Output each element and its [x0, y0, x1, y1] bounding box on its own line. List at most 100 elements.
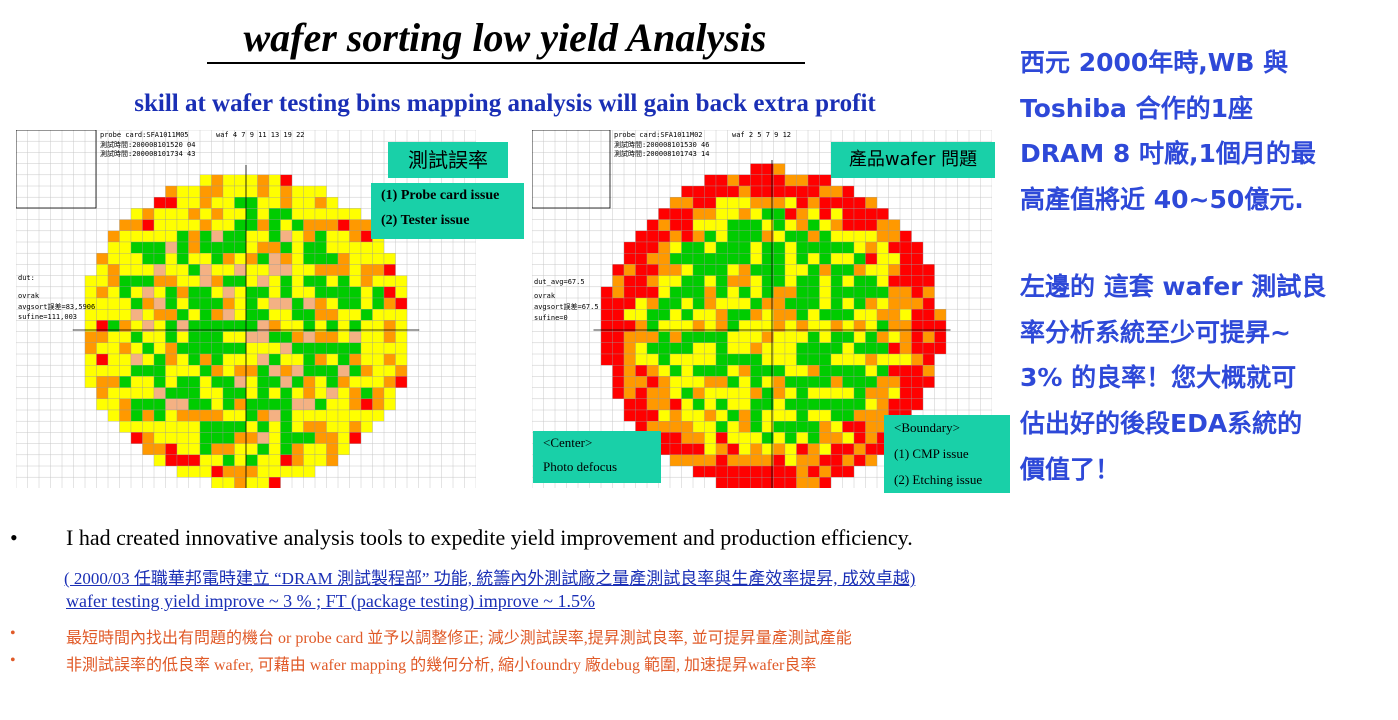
die-cell — [669, 421, 682, 433]
die-cell — [888, 365, 901, 377]
die-cell — [784, 376, 797, 388]
die-cell — [107, 398, 120, 411]
die-cell — [234, 230, 247, 243]
die-cell — [750, 230, 763, 243]
die-cell — [911, 264, 924, 276]
die-cell — [750, 353, 763, 366]
die-cell — [257, 387, 270, 399]
die-cell — [681, 443, 694, 455]
die-cell — [245, 230, 258, 243]
die-cell — [268, 241, 281, 254]
die-cell — [211, 297, 224, 310]
die-cell — [314, 297, 327, 310]
die-cell — [268, 253, 281, 265]
die-cell — [268, 208, 281, 220]
die-cell — [291, 421, 304, 433]
die-cell — [692, 342, 705, 355]
die-cell — [899, 365, 912, 377]
die-cell — [383, 365, 396, 377]
die-cell — [130, 331, 143, 343]
die-cell — [222, 477, 235, 488]
die-cell — [234, 454, 247, 467]
die-cell — [819, 353, 832, 366]
die-cell — [153, 219, 166, 231]
die-cell — [865, 432, 878, 444]
die-cell — [692, 443, 705, 455]
die-cell — [796, 365, 809, 377]
die-cell — [784, 253, 797, 265]
die-cell — [853, 432, 866, 444]
die-cell — [796, 409, 809, 422]
die-cell — [669, 241, 682, 254]
page-subtitle: skill at wafer testing bins mapping anal… — [134, 90, 876, 117]
tester-issue-box: (1) Probe card issue (2) Tester issue — [371, 183, 524, 239]
die-cell — [222, 309, 235, 321]
die-cell — [257, 454, 270, 467]
die-cell — [727, 297, 740, 310]
die-cell — [360, 421, 373, 433]
die-cell — [360, 264, 373, 276]
die-cell — [842, 286, 855, 299]
die-cell — [188, 197, 201, 209]
die-cell — [830, 208, 843, 220]
die-cell — [291, 197, 304, 209]
sidebar-line-8: 估出好的後段EDA系統的 — [1020, 409, 1303, 438]
die-cell — [142, 297, 155, 310]
die-cell — [635, 253, 648, 265]
die-cell — [119, 365, 132, 377]
die-cell — [681, 230, 694, 243]
die-cell — [84, 376, 97, 388]
die-cell — [222, 353, 235, 366]
die-cell — [796, 477, 809, 488]
die-cell — [646, 219, 659, 231]
die-cell — [245, 421, 258, 433]
right-probe-card-text: probe card:SFA1011M02 — [614, 131, 703, 139]
die-cell — [268, 365, 281, 377]
die-cell — [234, 286, 247, 299]
die-cell — [153, 421, 166, 433]
die-cell — [692, 253, 705, 265]
die-cell — [337, 309, 350, 321]
die-cell — [876, 208, 889, 220]
right-stat-2: ovrak — [534, 292, 556, 300]
die-cell — [704, 443, 717, 455]
die-cell — [623, 376, 636, 388]
left-probe-card-text: probe card:SFA1011M05 — [100, 131, 189, 139]
die-cell — [130, 286, 143, 299]
die-cell — [280, 465, 293, 478]
die-cell — [888, 331, 901, 343]
die-cell — [899, 398, 912, 411]
die-cell — [692, 409, 705, 422]
die-cell — [188, 443, 201, 455]
die-cell — [842, 185, 855, 198]
die-cell — [245, 432, 258, 444]
die-cell — [165, 275, 178, 287]
die-cell — [876, 253, 889, 265]
die-cell — [291, 185, 304, 198]
die-cell — [222, 409, 235, 422]
die-cell — [623, 275, 636, 287]
die-cell — [234, 309, 247, 321]
die-cell — [715, 465, 728, 478]
die-cell — [314, 365, 327, 377]
die-cell — [245, 253, 258, 265]
probe-card-issue-text: (1) Probe card issue — [381, 188, 500, 203]
die-cell — [199, 264, 212, 276]
die-cell — [669, 219, 682, 231]
die-cell — [280, 174, 293, 187]
die-cell — [842, 331, 855, 343]
die-cell — [876, 342, 889, 355]
die-cell — [268, 443, 281, 455]
die-cell — [395, 286, 408, 299]
boundary-issue-box: <Boundary> (1) CMP issue (2) Etching iss… — [884, 415, 1010, 493]
die-cell — [750, 443, 763, 455]
die-cell — [784, 275, 797, 287]
die-cell — [280, 409, 293, 422]
die-cell — [623, 409, 636, 422]
die-cell — [738, 454, 751, 467]
die-cell — [211, 477, 224, 488]
die-cell — [303, 230, 316, 243]
die-cell — [291, 465, 304, 478]
left-stat-2: ovrak — [18, 292, 40, 300]
die-cell — [360, 387, 373, 399]
